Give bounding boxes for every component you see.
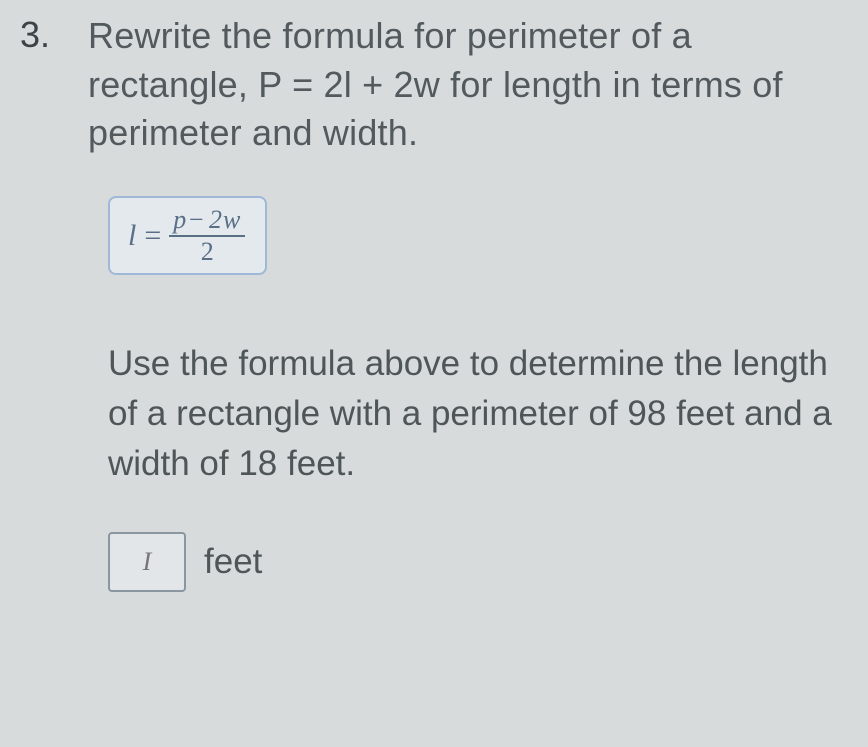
- formula-box: l = p− 2w 2: [108, 196, 267, 276]
- formula-lhs: l: [128, 219, 136, 253]
- question-header-row: 3. Rewrite the formula for perimeter of …: [20, 12, 844, 158]
- formula-fraction: p− 2w 2: [169, 206, 245, 266]
- answer-unit: feet: [204, 542, 262, 582]
- formula-equals: =: [144, 219, 161, 253]
- question-number: 3.: [20, 12, 88, 59]
- answer-row: feet: [108, 532, 844, 592]
- question-container: 3. Rewrite the formula for perimeter of …: [0, 0, 868, 592]
- question-part2: Use the formula above to determine the l…: [108, 339, 844, 488]
- formula-expression: l = p− 2w 2: [128, 206, 245, 266]
- formula-numerator: p− 2w: [169, 206, 245, 237]
- formula-denominator: 2: [201, 237, 214, 265]
- question-prompt: Rewrite the formula for perimeter of a r…: [88, 12, 844, 158]
- answer-input[interactable]: [108, 532, 186, 592]
